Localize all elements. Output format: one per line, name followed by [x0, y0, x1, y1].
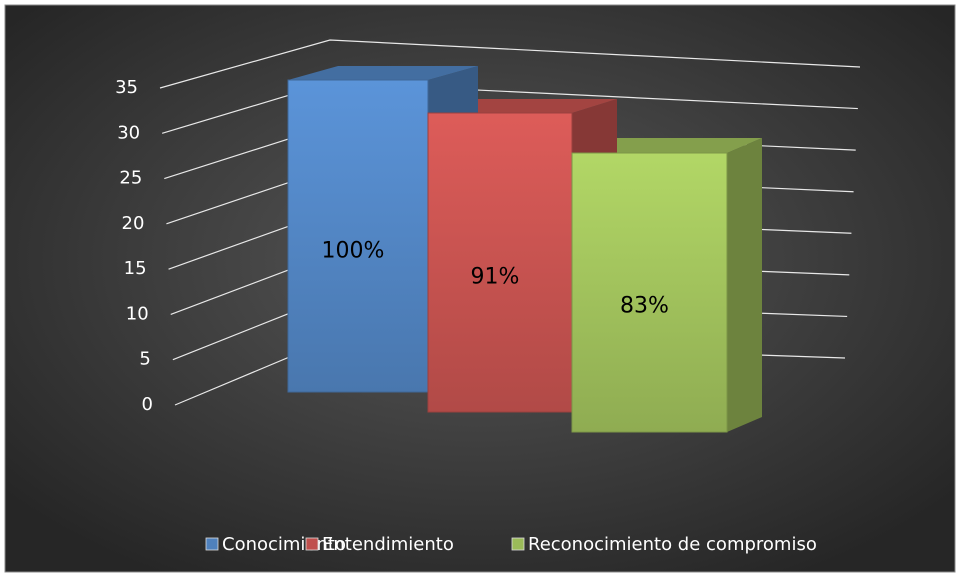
legend-swatch — [305, 537, 319, 551]
bar — [571, 152, 728, 433]
legend-label: Entendimiento — [322, 534, 454, 555]
bar-top — [572, 138, 762, 153]
data-label: 91% — [471, 264, 520, 289]
bar-side — [727, 138, 762, 432]
data-label: 83% — [620, 293, 669, 318]
legend-label: Reconocimiento de compromiso — [528, 534, 817, 555]
y-tick-label: 35 — [115, 77, 138, 98]
data-label: 100% — [322, 239, 385, 264]
y-tick-label: 25 — [119, 168, 142, 189]
bars: 100% 91% 83% — [287, 66, 762, 433]
legend-swatch — [511, 537, 525, 551]
y-tick-label: 30 — [117, 122, 140, 143]
grid-line — [159, 39, 861, 89]
y-tick-label: 5 — [139, 349, 150, 370]
bar — [427, 112, 573, 413]
legend-swatch — [205, 537, 219, 551]
bar-top — [288, 66, 478, 80]
y-tick-label: 15 — [124, 258, 147, 279]
y-tick-label: 20 — [122, 213, 145, 234]
y-tick-label: 10 — [126, 303, 149, 324]
y-tick-label: 0 — [142, 394, 153, 415]
bar — [287, 79, 429, 393]
